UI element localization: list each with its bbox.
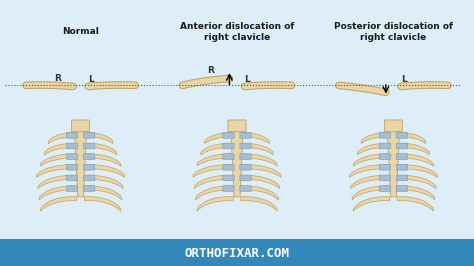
FancyBboxPatch shape: [396, 186, 408, 192]
Polygon shape: [84, 165, 124, 177]
FancyBboxPatch shape: [379, 154, 391, 160]
Text: L: L: [401, 75, 407, 84]
Text: Normal: Normal: [62, 27, 99, 36]
FancyBboxPatch shape: [83, 143, 95, 149]
FancyBboxPatch shape: [240, 175, 251, 181]
Polygon shape: [397, 143, 429, 155]
FancyBboxPatch shape: [396, 164, 408, 170]
Polygon shape: [397, 165, 437, 177]
FancyBboxPatch shape: [240, 154, 251, 160]
Polygon shape: [84, 197, 120, 211]
Polygon shape: [241, 165, 281, 177]
FancyBboxPatch shape: [379, 175, 391, 181]
Polygon shape: [397, 154, 433, 166]
Text: L: L: [245, 75, 250, 84]
Polygon shape: [241, 143, 273, 155]
Polygon shape: [397, 133, 426, 144]
Polygon shape: [193, 165, 233, 177]
FancyBboxPatch shape: [83, 186, 95, 192]
FancyBboxPatch shape: [83, 132, 95, 138]
Polygon shape: [387, 130, 400, 197]
Polygon shape: [41, 154, 77, 166]
Polygon shape: [38, 175, 77, 189]
FancyBboxPatch shape: [66, 175, 78, 181]
Text: L: L: [88, 75, 94, 84]
Polygon shape: [354, 197, 390, 211]
FancyBboxPatch shape: [396, 143, 408, 149]
FancyBboxPatch shape: [66, 154, 78, 160]
Polygon shape: [197, 154, 233, 166]
Polygon shape: [84, 133, 113, 144]
Text: R: R: [208, 66, 214, 75]
FancyBboxPatch shape: [66, 143, 78, 149]
Polygon shape: [241, 197, 277, 211]
Polygon shape: [350, 165, 390, 177]
Polygon shape: [84, 186, 122, 200]
FancyBboxPatch shape: [240, 164, 251, 170]
FancyBboxPatch shape: [379, 143, 391, 149]
FancyBboxPatch shape: [223, 175, 234, 181]
Polygon shape: [241, 175, 280, 189]
Polygon shape: [194, 175, 233, 189]
FancyBboxPatch shape: [240, 186, 251, 192]
FancyBboxPatch shape: [223, 154, 234, 160]
FancyBboxPatch shape: [240, 143, 251, 149]
FancyBboxPatch shape: [66, 132, 78, 138]
Polygon shape: [357, 143, 390, 155]
Polygon shape: [351, 175, 390, 189]
Polygon shape: [397, 197, 433, 211]
FancyBboxPatch shape: [396, 132, 408, 138]
Polygon shape: [41, 197, 77, 211]
Polygon shape: [45, 143, 77, 155]
FancyBboxPatch shape: [223, 132, 234, 138]
Text: R: R: [55, 74, 61, 83]
Polygon shape: [352, 186, 390, 200]
FancyBboxPatch shape: [379, 186, 391, 192]
FancyBboxPatch shape: [83, 175, 95, 181]
Polygon shape: [231, 130, 243, 197]
FancyBboxPatch shape: [83, 164, 95, 170]
Polygon shape: [37, 165, 77, 177]
Polygon shape: [201, 143, 233, 155]
Polygon shape: [84, 143, 117, 155]
Polygon shape: [48, 133, 77, 144]
FancyBboxPatch shape: [83, 154, 95, 160]
Polygon shape: [241, 154, 277, 166]
FancyBboxPatch shape: [223, 164, 234, 170]
FancyBboxPatch shape: [396, 175, 408, 181]
FancyBboxPatch shape: [72, 120, 90, 132]
FancyBboxPatch shape: [384, 120, 402, 132]
Polygon shape: [39, 186, 77, 200]
FancyBboxPatch shape: [66, 186, 78, 192]
Polygon shape: [84, 175, 123, 189]
Polygon shape: [74, 130, 87, 197]
FancyBboxPatch shape: [223, 186, 234, 192]
FancyBboxPatch shape: [379, 132, 391, 138]
Polygon shape: [361, 133, 390, 144]
FancyBboxPatch shape: [66, 164, 78, 170]
Text: Posterior dislocation of
right clavicle: Posterior dislocation of right clavicle: [334, 22, 453, 41]
Polygon shape: [397, 175, 436, 189]
Text: ORTHOFIXAR.COM: ORTHOFIXAR.COM: [184, 247, 290, 260]
Bar: [0, 239, 474, 266]
Polygon shape: [397, 186, 435, 200]
Polygon shape: [84, 154, 120, 166]
Polygon shape: [196, 186, 233, 200]
FancyBboxPatch shape: [223, 143, 234, 149]
FancyBboxPatch shape: [228, 120, 246, 132]
FancyBboxPatch shape: [379, 164, 391, 170]
Polygon shape: [241, 186, 278, 200]
FancyBboxPatch shape: [396, 154, 408, 160]
Polygon shape: [354, 154, 390, 166]
FancyBboxPatch shape: [240, 132, 251, 138]
Polygon shape: [205, 133, 233, 144]
Polygon shape: [241, 133, 269, 144]
Text: Anterior dislocation of
right clavicle: Anterior dislocation of right clavicle: [180, 22, 294, 41]
Polygon shape: [197, 197, 233, 211]
